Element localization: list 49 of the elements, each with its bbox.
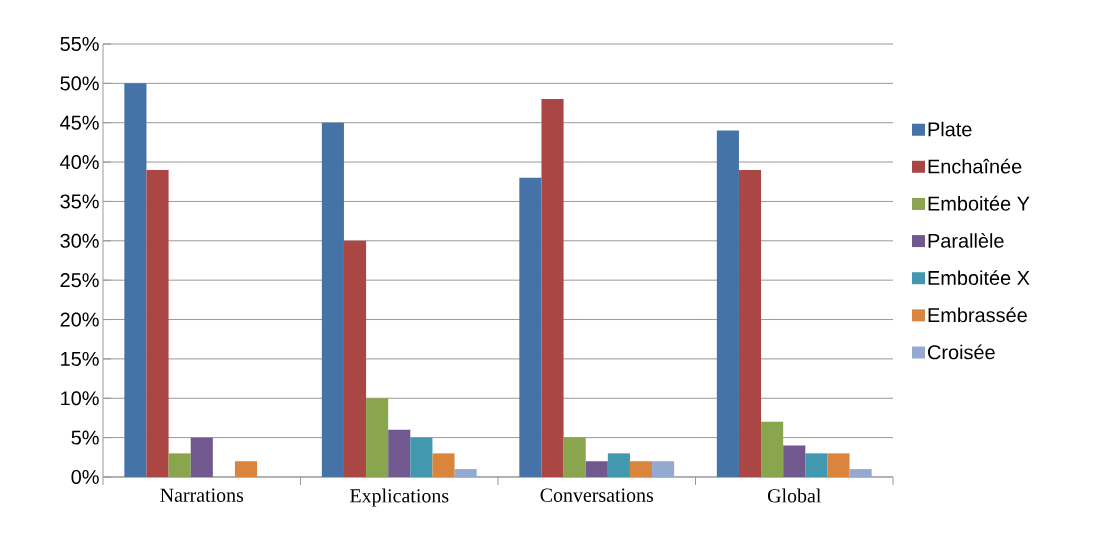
bar — [827, 453, 850, 477]
legend-label: Embrassée — [928, 307, 1027, 323]
y-tick-label: 40% — [60, 155, 99, 170]
x-tick-label: Narrations — [160, 488, 244, 502]
y-tick-label: 45% — [60, 115, 99, 130]
bar — [519, 177, 542, 477]
y-tick-label: 35% — [60, 194, 99, 209]
bar — [321, 122, 344, 477]
bar — [541, 99, 564, 477]
bar — [190, 437, 213, 477]
y-tick-label: 5% — [71, 430, 99, 445]
bar — [454, 469, 477, 477]
bar — [146, 169, 169, 477]
bar — [607, 453, 630, 477]
bar — [805, 453, 828, 477]
y-tick-label: 30% — [60, 233, 99, 248]
y-tick-label: 10% — [61, 391, 99, 406]
y-tick-label: 50% — [60, 76, 99, 91]
y-tick-label: 15% — [61, 351, 99, 366]
bar — [783, 445, 806, 477]
bar — [585, 461, 608, 477]
bar — [124, 83, 147, 477]
bar — [388, 429, 411, 477]
bar — [410, 437, 433, 477]
bar — [738, 169, 762, 477]
bar — [761, 421, 784, 477]
bar — [168, 453, 191, 477]
y-tick-label: 20% — [60, 312, 99, 327]
bar — [234, 461, 258, 477]
bar — [629, 461, 653, 477]
bar — [343, 240, 367, 477]
x-tick-label: Global — [767, 488, 821, 503]
x-tick-label: Conversations — [540, 488, 654, 502]
legend-label: Croisée — [928, 344, 995, 360]
bar — [432, 453, 455, 477]
legend-label: Enchaînée — [928, 158, 1022, 174]
x-tick-label: Explications — [350, 488, 449, 507]
y-tick-label: 25% — [60, 273, 99, 288]
bar — [849, 469, 872, 477]
y-tick-label: 55% — [60, 36, 99, 51]
y-tick-label: 0% — [71, 469, 99, 485]
bar — [366, 398, 389, 477]
bar — [563, 437, 586, 477]
bar — [652, 461, 675, 477]
legend-label: Parallèle — [928, 233, 1004, 248]
legend-label: Emboitée X — [928, 270, 1030, 286]
legend-label: Plate — [928, 121, 972, 137]
bar — [716, 130, 739, 477]
legend-label: Emboitée Y — [928, 195, 1030, 211]
